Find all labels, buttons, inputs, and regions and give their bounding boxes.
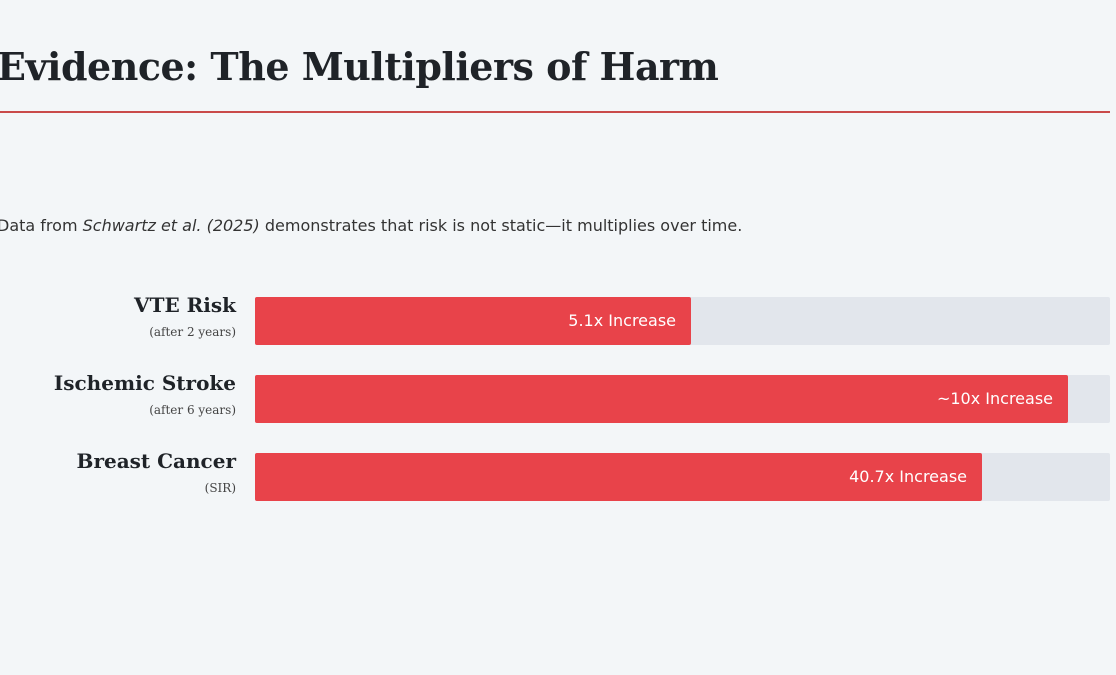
value-label: ~10x Increase — [936, 389, 1053, 408]
subtitle-suffix: demonstrates that risk is not static—it … — [264, 216, 743, 235]
note: (after 2 years) — [149, 325, 236, 339]
note: (SIR) — [204, 481, 236, 495]
note: (after 6 years) — [149, 403, 236, 417]
row-label: Ischemic Stroke (after 6 years) — [54, 371, 236, 417]
bar-fill: ~10x Increase — [255, 375, 1068, 423]
bar-track: 40.7x Increase — [255, 453, 1110, 501]
row: VTE Risk (after 2 years) 5.1x Increase — [0, 293, 1116, 345]
value-label: 5.1x Increase — [568, 311, 676, 330]
page-title: Evidence: The Multipliers of Harm — [0, 44, 719, 89]
row: Breast Cancer (SIR) 40.7x Increase — [0, 449, 1116, 501]
bar-track: ~10x Increase — [255, 375, 1110, 423]
subtitle: Data from Schwartz et al. (2025) demonst… — [0, 216, 742, 235]
row-label: Breast Cancer (SIR) — [77, 449, 236, 495]
row: Ischemic Stroke (after 6 years) ~10x Incr… — [0, 371, 1116, 423]
bar-fill: 5.1x Increase — [255, 297, 691, 345]
bar-fill: 40.7x Increase — [255, 453, 982, 501]
bar-track: 5.1x Increase — [255, 297, 1110, 345]
title-rule — [0, 111, 1110, 113]
row-label: VTE Risk (after 2 years) — [134, 293, 236, 339]
label: Breast Cancer — [76, 449, 236, 473]
label: Ischemic Stroke — [53, 371, 236, 395]
value-label: 40.7x Increase — [849, 467, 967, 486]
citation: Schwartz et al. (2025) — [82, 216, 260, 235]
label: VTE Risk — [134, 293, 236, 317]
subtitle-prefix: Data from — [0, 216, 78, 235]
